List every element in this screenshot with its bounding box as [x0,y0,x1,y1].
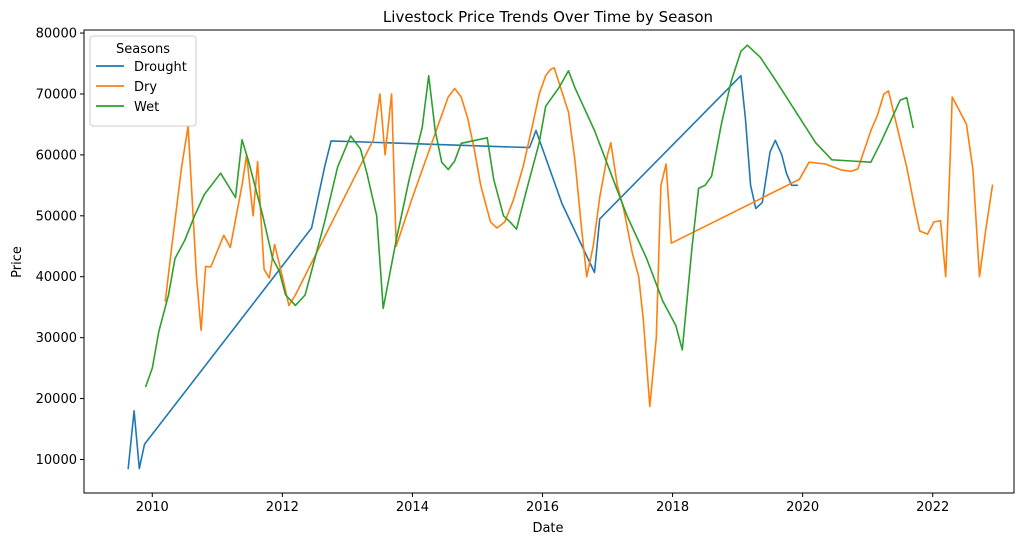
y-tick-label: 50000 [36,209,77,224]
x-axis-label: Date [532,521,563,536]
y-tick-label: 40000 [36,270,77,285]
y-tick-label: 80000 [36,27,77,42]
x-tick-label: 2022 [916,500,949,515]
legend-label-dry: Dry [134,80,157,95]
x-tick-label: 2012 [266,500,299,515]
x-tick-label: 2018 [656,500,689,515]
legend: Seasons Drought Dry Wet [90,36,196,126]
x-tick-label: 2016 [526,500,559,515]
x-tick-label: 2014 [396,500,429,515]
legend-label-wet: Wet [134,100,159,115]
chart-title: Livestock Price Trends Over Time by Seas… [383,8,713,26]
y-axis-label: Price [10,246,25,278]
legend-title: Seasons [116,42,170,57]
x-tick-label: 2020 [786,500,819,515]
y-tick-label: 60000 [36,148,77,163]
y-tick-label: 20000 [36,392,77,407]
legend-label-drought: Drought [134,60,187,75]
y-tick-label: 10000 [36,453,77,468]
x-tick-label: 2010 [136,500,169,515]
y-tick-label: 70000 [36,87,77,102]
y-tick-label: 30000 [36,331,77,346]
